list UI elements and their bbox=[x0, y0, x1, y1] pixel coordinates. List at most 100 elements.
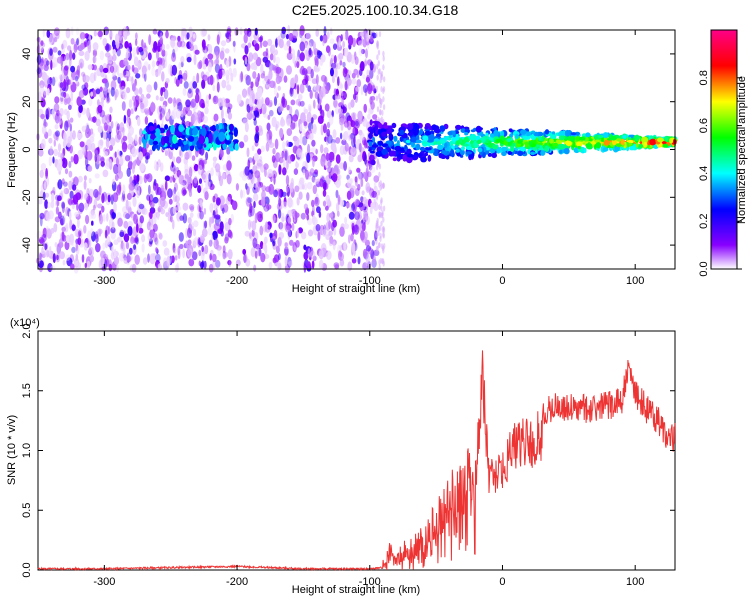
heatmap-speck bbox=[306, 213, 310, 221]
heatmap-speck bbox=[258, 128, 264, 136]
heatmap-speck bbox=[130, 236, 135, 244]
signal-speck bbox=[192, 126, 198, 136]
signal-speck bbox=[463, 136, 470, 144]
heatmap-speck bbox=[209, 252, 213, 261]
heatmap-speck bbox=[70, 156, 74, 163]
heatmap-speck bbox=[68, 56, 72, 67]
heatmap-speck bbox=[139, 128, 143, 137]
heatmap-speck bbox=[377, 49, 381, 56]
heatmap-speck bbox=[136, 117, 141, 127]
heatmap-speck bbox=[138, 203, 145, 210]
signal-speck bbox=[669, 137, 674, 144]
heatmap-speck bbox=[254, 133, 260, 144]
heatmap-speck bbox=[308, 171, 313, 177]
heatmap-speck bbox=[316, 49, 321, 56]
heatmap-speck bbox=[65, 222, 69, 230]
heatmap-speck bbox=[174, 255, 178, 261]
signal-speck bbox=[439, 140, 446, 144]
heatmap-speck bbox=[110, 226, 116, 234]
heatmap-speck bbox=[96, 67, 102, 77]
heatmap-speck bbox=[202, 115, 209, 124]
heatmap-speck bbox=[339, 226, 345, 237]
heatmap-speck bbox=[300, 212, 306, 220]
heatmap-speck bbox=[239, 27, 243, 35]
heatmap-speck bbox=[299, 177, 305, 185]
signal-speck bbox=[419, 146, 426, 152]
heatmap-speck bbox=[115, 33, 120, 44]
heatmap-speck bbox=[150, 102, 156, 113]
heatmap-speck bbox=[216, 34, 220, 45]
heatmap-speck bbox=[53, 36, 58, 43]
heatmap-speck bbox=[338, 108, 343, 114]
heatmap-speck bbox=[139, 175, 143, 185]
heatmap-speck bbox=[369, 35, 374, 43]
colorbar-tick-label: 0.0 bbox=[698, 261, 710, 276]
heatmap-speck bbox=[357, 183, 361, 191]
heatmap-speck bbox=[66, 110, 70, 120]
heatmap-speck bbox=[305, 32, 312, 42]
heatmap-speck bbox=[131, 147, 137, 158]
heatmap-speck bbox=[269, 232, 273, 239]
heatmap-speck bbox=[361, 223, 366, 232]
signal-speck bbox=[178, 138, 182, 147]
heatmap-speck bbox=[377, 60, 380, 67]
signal-speck bbox=[515, 133, 519, 138]
heatmap-speck bbox=[242, 248, 247, 255]
heatmap-speck bbox=[227, 193, 232, 202]
heatmap-speck bbox=[65, 137, 72, 148]
heatmap-speck bbox=[87, 230, 91, 241]
heatmap-speck bbox=[256, 159, 263, 167]
heatmap-speck bbox=[119, 242, 126, 251]
heatmap-speck bbox=[326, 251, 332, 258]
heatmap-speck bbox=[179, 78, 183, 84]
heatmap-speck bbox=[242, 189, 246, 198]
heatmap-speck bbox=[312, 184, 317, 195]
heatmap-speck bbox=[226, 173, 232, 185]
heatmap-speck bbox=[338, 52, 344, 61]
heatmap-speck bbox=[303, 106, 307, 114]
signal-speck bbox=[154, 128, 161, 138]
heatmap-speck bbox=[48, 137, 53, 144]
signal-speck bbox=[452, 130, 456, 136]
signal-speck bbox=[535, 144, 541, 148]
heatmap-speck bbox=[204, 191, 209, 201]
heatmap-speck bbox=[381, 109, 384, 116]
heatmap-speck bbox=[55, 206, 60, 215]
heatmap-speck bbox=[224, 236, 229, 244]
heatmap-speck bbox=[378, 171, 381, 178]
heatmap-speck bbox=[365, 259, 370, 267]
heatmap-speck bbox=[112, 54, 117, 62]
heatmap-speck bbox=[281, 191, 287, 197]
heatmap-speck bbox=[335, 137, 341, 144]
colorbar-gradient bbox=[710, 29, 738, 270]
heatmap-speck bbox=[111, 211, 116, 219]
heatmap-speck bbox=[74, 74, 79, 85]
heatmap-speck bbox=[367, 171, 372, 178]
heatmap-speck bbox=[144, 71, 147, 82]
heatmap-speck bbox=[175, 156, 182, 164]
heatmap-speck bbox=[90, 208, 95, 216]
heatmap-speck bbox=[228, 217, 232, 226]
heatmap-speck bbox=[210, 167, 214, 177]
heatmap-speck bbox=[126, 119, 132, 129]
heatmap-speck bbox=[275, 245, 280, 254]
heatmap-speck bbox=[246, 147, 250, 158]
heatmap-speck bbox=[296, 152, 303, 161]
heatmap-speck bbox=[157, 57, 163, 66]
heatmap-speck bbox=[216, 81, 220, 93]
heatmap-speck bbox=[287, 256, 292, 268]
heatmap-speck bbox=[379, 232, 382, 239]
heatmap-speck bbox=[114, 151, 117, 158]
heatmap-speck bbox=[372, 255, 376, 264]
colorbar-label: Normalized spectral amplitude bbox=[736, 76, 748, 224]
heatmap-speck bbox=[144, 116, 149, 125]
heatmap-speck bbox=[53, 148, 58, 157]
signal-speck bbox=[475, 125, 482, 133]
heatmap-speck bbox=[304, 161, 309, 170]
heatmap-speck bbox=[159, 32, 163, 41]
heatmap-speck bbox=[357, 256, 361, 265]
heatmap-speck bbox=[101, 78, 108, 84]
heatmap-speck bbox=[164, 180, 168, 191]
y-tick-label: -20 bbox=[21, 189, 33, 205]
heatmap-speck bbox=[226, 146, 231, 155]
